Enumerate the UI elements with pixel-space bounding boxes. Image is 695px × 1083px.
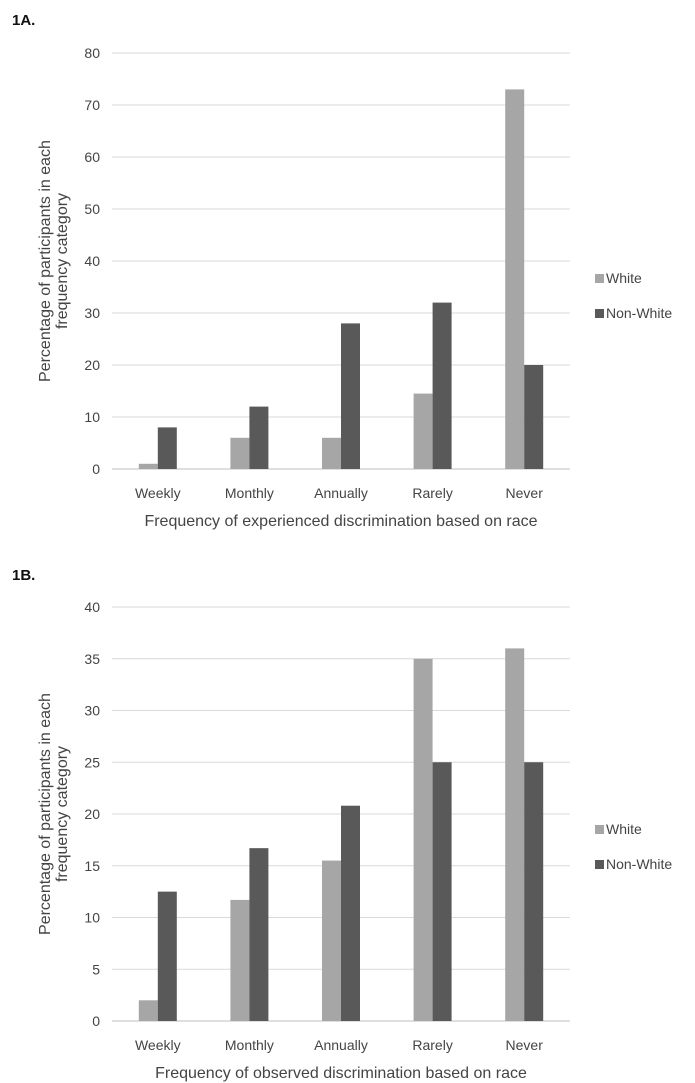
y-axis-title-line-2: frequency category	[54, 746, 71, 882]
y-axis-title: Percentage of participants in eachfreque…	[37, 140, 71, 382]
y-tick-label: 20	[84, 357, 100, 373]
legend-swatch-non-white	[595, 860, 604, 869]
chart-panel-1b: 1B. 0 5 10 15 20 25 30 35 40 Weekly Monthly Annuall…	[0, 545, 695, 1083]
x-axis-title: Frequency of experienced discrimination …	[144, 513, 537, 530]
x-tick-label: Weekly	[135, 1037, 181, 1053]
y-axis-title-line-1: Percentage of participants in each	[37, 693, 54, 935]
panel-label-1b: 1B.	[12, 567, 36, 584]
y-axis-title: Percentage of participants in eachfreque…	[37, 693, 71, 935]
legend-swatch-non-white	[595, 309, 604, 318]
y-tick-label: 60	[84, 149, 100, 165]
bar-white-weekly	[138, 463, 158, 469]
bar-white-annually	[322, 437, 341, 469]
bar-non-white-monthly	[249, 406, 269, 469]
bar-white-monthly	[230, 437, 250, 469]
x-tick-label: Never	[506, 485, 544, 501]
y-tick-label: 35	[84, 651, 100, 667]
panel-label-1a: 1A.	[12, 12, 36, 29]
bar-white-rarely	[413, 393, 433, 469]
x-tick-label: Annually	[314, 1037, 368, 1053]
y-axis-title-line-2: frequency category	[54, 193, 71, 329]
y-tick-label: 40	[84, 253, 100, 269]
x-tick-label: Weekly	[135, 485, 181, 501]
x-tick-label: Never	[506, 1037, 544, 1053]
y-tick-label: 0	[92, 461, 100, 477]
y-tick-label: 20	[84, 806, 100, 822]
bar-chart-1b: 0 5 10 15 20 25 30 35 40 Weekly Monthly Annually Rar…	[37, 599, 672, 1082]
y-tick-label: 30	[84, 305, 100, 321]
y-tick-label: 70	[84, 97, 100, 113]
legend-label-non-white: Non-White	[606, 856, 672, 872]
bar-white-annually	[322, 860, 341, 1021]
bar-non-white-never	[524, 762, 544, 1021]
legend-label-non-white: Non-White	[606, 305, 672, 321]
x-tick-label: Rarely	[412, 485, 452, 501]
y-tick-label: 15	[84, 858, 100, 874]
chart-panel-1a: 1A. 0 10 20 30 40 50 60 70 80 Weekly Monthly Annual…	[12, 12, 672, 530]
bar-non-white-rarely	[432, 302, 452, 469]
y-tick-label: 0	[92, 1013, 100, 1029]
x-tick-label: Rarely	[412, 1037, 452, 1053]
bar-non-white-weekly	[157, 427, 177, 469]
y-axis-title-line-1: Percentage of participants in each	[37, 140, 54, 382]
x-tick-label: Annually	[314, 485, 368, 501]
x-tick-label: Monthly	[225, 1037, 274, 1053]
bar-non-white-weekly	[157, 891, 177, 1021]
bar-non-white-never	[524, 365, 544, 469]
y-tick-label: 80	[84, 45, 100, 61]
x-axis-title: Frequency of observed discrimination bas…	[155, 1065, 527, 1082]
y-tick-label: 10	[84, 409, 100, 425]
y-tick-label: 25	[84, 754, 100, 770]
bar-white-never	[505, 89, 525, 470]
bar-non-white-rarely	[432, 762, 452, 1021]
bar-white-weekly	[138, 1000, 158, 1021]
y-tick-label: 5	[92, 961, 100, 977]
legend-label-white: White	[606, 270, 642, 286]
legend-swatch-white	[595, 825, 604, 834]
bar-non-white-monthly	[249, 848, 269, 1021]
bar-chart-1a: 0 10 20 30 40 50 60 70 80 Weekly Monthly Annually Ra…	[37, 45, 672, 530]
y-tick-label: 40	[84, 599, 100, 615]
bar-white-monthly	[230, 899, 250, 1021]
legend-label-white: White	[606, 821, 642, 837]
bar-non-white-annually	[341, 323, 360, 469]
bar-white-rarely	[413, 658, 433, 1021]
bar-non-white-annually	[341, 805, 360, 1021]
y-tick-label: 50	[84, 201, 100, 217]
bar-white-never	[505, 648, 525, 1021]
y-tick-label: 30	[84, 703, 100, 719]
x-tick-label: Monthly	[225, 485, 274, 501]
legend-swatch-white	[595, 274, 604, 283]
y-tick-label: 10	[84, 910, 100, 926]
